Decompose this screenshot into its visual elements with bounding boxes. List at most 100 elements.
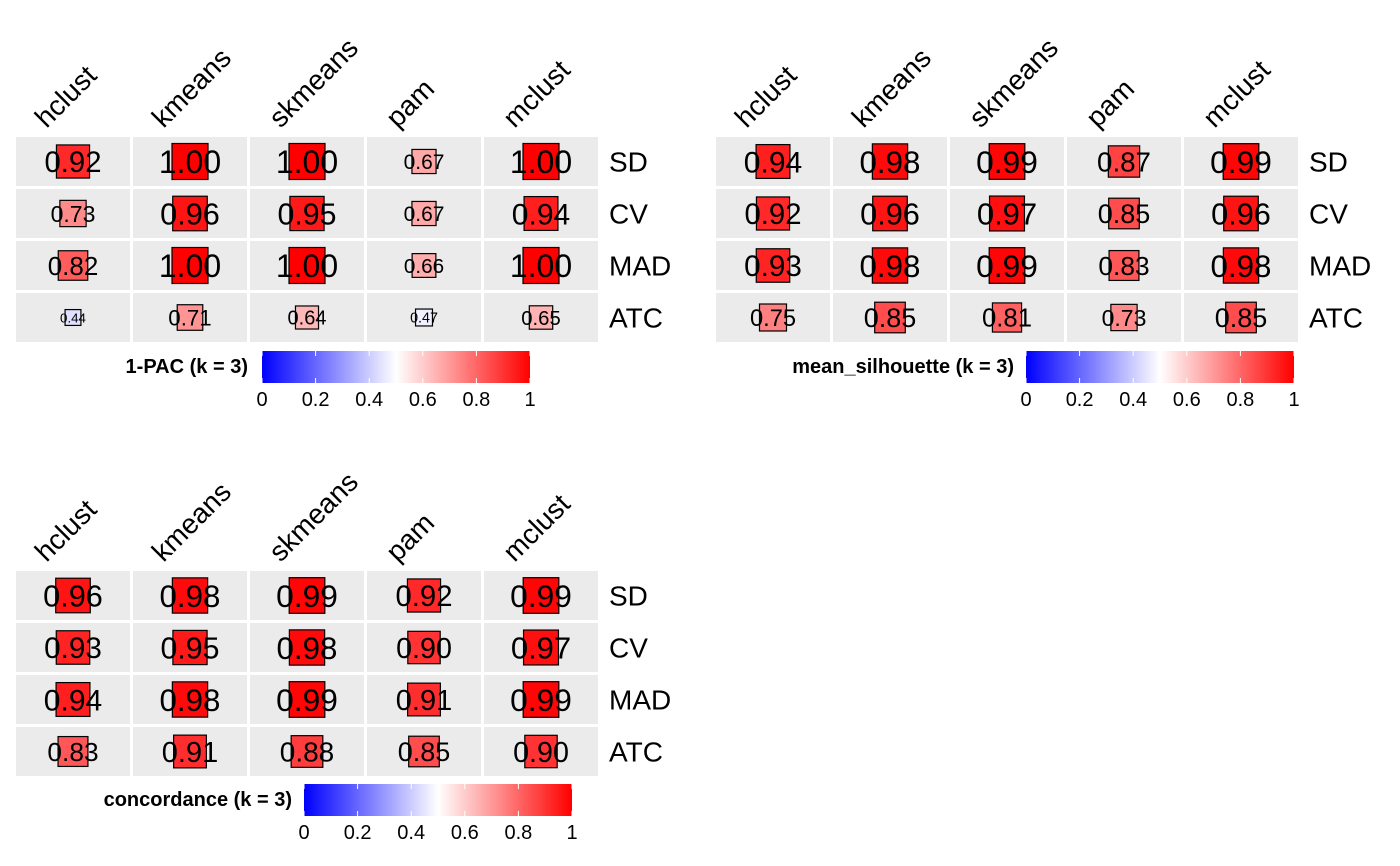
- heatmap-value-box: [290, 735, 324, 768]
- heatmap-panel: hclust kmeans skmeans pam mclust 0.94 0.98 0.99…: [716, 32, 1371, 411]
- heatmap-value-label: 0.85: [864, 303, 917, 333]
- heatmap-value-box: [55, 144, 91, 179]
- heatmap-value-label: 1.00: [159, 248, 221, 284]
- column-label: mclust: [497, 54, 576, 133]
- legend-color-bar: [304, 784, 572, 816]
- heatmap-value-box: [524, 734, 558, 769]
- heatmap-value-box: [1222, 247, 1260, 284]
- heatmap-value-box: [55, 630, 91, 665]
- heatmap-value-label: 0.93: [744, 250, 802, 283]
- heatmap-value-label: 0.99: [276, 578, 338, 614]
- heatmap-value-label: 1.00: [510, 144, 572, 180]
- heatmap-value-label: 0.73: [51, 201, 96, 227]
- legend-title: concordance (k = 3): [104, 789, 292, 811]
- heatmap-value-box: [871, 143, 909, 180]
- heatmap-value-box: [871, 247, 909, 284]
- heatmap-value-box: [755, 143, 791, 180]
- heatmap-value-label: 0.83: [1098, 251, 1149, 281]
- heatmap-panel: hclust kmeans skmeans pam mclust 0.96 0.98 0.99…: [16, 466, 671, 844]
- heatmap-value-box: [988, 195, 1026, 232]
- heatmap-value-label: 0.92: [395, 580, 452, 613]
- heatmap-value-box: [991, 302, 1023, 333]
- heatmap-value-label: 0.96: [860, 197, 920, 232]
- heatmap-value-label: 0.85: [1215, 303, 1268, 333]
- heatmap-value-label: 0.83: [47, 737, 98, 767]
- heatmap-value-box: [288, 246, 326, 285]
- row-label: MAD: [1309, 251, 1371, 282]
- heatmap-value-box: [288, 681, 326, 718]
- heatmap-value-label: 0.99: [510, 578, 572, 614]
- heatmap-value-label: 0.47: [410, 311, 438, 327]
- heatmap-value-label: 0.97: [511, 631, 571, 666]
- heatmap-value-box: [1223, 195, 1259, 232]
- heatmap-value-label: 0.66: [404, 255, 444, 278]
- legend-tick-label: 0.6: [451, 822, 479, 844]
- legend-title: 1-PAC (k = 3): [126, 356, 248, 378]
- heatmap-value-box: [528, 305, 554, 330]
- heatmap-value-label: 0.94: [44, 684, 102, 717]
- column-label: hclust: [729, 59, 803, 133]
- heatmap-value-box: [1107, 145, 1141, 178]
- heatmap-value-box: [171, 142, 209, 181]
- heatmap-value-box: [176, 304, 204, 331]
- column-label: pam: [1080, 73, 1140, 133]
- heatmap-value-box: [173, 734, 207, 769]
- heatmap-value-label: 0.91: [396, 685, 452, 717]
- heatmap-value-box: [59, 199, 87, 228]
- heatmap-value-box: [288, 629, 326, 666]
- heatmap-value-box: [288, 142, 326, 181]
- heatmap-value-label: 0.99: [976, 144, 1038, 180]
- column-label: skmeans: [263, 32, 364, 133]
- heatmap-value-label: 0.96: [160, 197, 220, 232]
- row-label: ATC: [609, 737, 663, 768]
- heatmap-value-box: [171, 246, 209, 285]
- heatmap-value-box: [411, 253, 437, 278]
- heatmap-value-box: [172, 629, 208, 666]
- heatmap-value-box: [522, 629, 560, 666]
- heatmap-value-box: [411, 200, 437, 227]
- color-legend: 1-PAC (k = 3) 0 0.2 0.4 0.6 0.8 1: [126, 351, 536, 411]
- legend-tick-label: 0.6: [1173, 389, 1201, 411]
- heatmap-value-box: [1225, 301, 1257, 334]
- column-label: skmeans: [263, 466, 364, 567]
- heatmap-value-label: 0.92: [44, 146, 101, 179]
- heatmap-value-label: 0.88: [280, 737, 335, 768]
- heatmap-value-box: [755, 196, 791, 231]
- heatmap-value-label: 0.98: [860, 249, 921, 284]
- heatmap-value-label: 0.65: [521, 308, 560, 330]
- legend-tick-label: 0: [298, 822, 309, 844]
- heatmap-value-label: 0.93: [44, 632, 102, 665]
- heatmap-value-label: 0.98: [160, 579, 221, 614]
- heatmap-value-label: 0.97: [977, 197, 1037, 232]
- heatmap-value-label: 0.96: [1211, 197, 1271, 232]
- row-label: SD: [609, 147, 648, 178]
- legend-tick-label: 0.8: [462, 389, 490, 411]
- heatmap-value-box: [988, 143, 1026, 180]
- column-label: kmeans: [146, 42, 237, 133]
- heatmap-value-label: 0.94: [744, 146, 802, 179]
- row-label: SD: [1309, 147, 1348, 178]
- heatmap-value-label: 0.99: [510, 682, 572, 718]
- legend-tick-label: 1: [524, 389, 535, 411]
- heatmap-value-box: [523, 195, 559, 232]
- heatmap-value-box: [288, 577, 326, 614]
- heatmap-value-box: [172, 195, 208, 232]
- color-legend: mean_silhouette (k = 3) 0 0.2 0.4 0.6 0.8 1: [792, 351, 1300, 411]
- heatmap-value-box: [872, 195, 908, 232]
- legend-tick-label: 0.4: [355, 389, 383, 411]
- heatmap-value-label: 0.85: [398, 737, 451, 767]
- heatmap-value-box: [411, 148, 437, 175]
- legend-tick-label: 0: [256, 389, 267, 411]
- heatmap-value-label: 0.92: [744, 198, 801, 231]
- column-label: skmeans: [963, 32, 1064, 133]
- heatmap-value-box: [522, 681, 560, 718]
- heatmap-value-label: 1.00: [159, 144, 221, 180]
- heatmap-value-box: [1108, 249, 1140, 282]
- legend-tick-label: 0.2: [344, 822, 372, 844]
- heatmap-value-label: 0.94: [512, 198, 570, 231]
- legend-color-bar: [262, 351, 530, 383]
- row-label: CV: [609, 199, 648, 230]
- heatmap-value-box: [55, 681, 91, 718]
- row-label: MAD: [609, 685, 671, 716]
